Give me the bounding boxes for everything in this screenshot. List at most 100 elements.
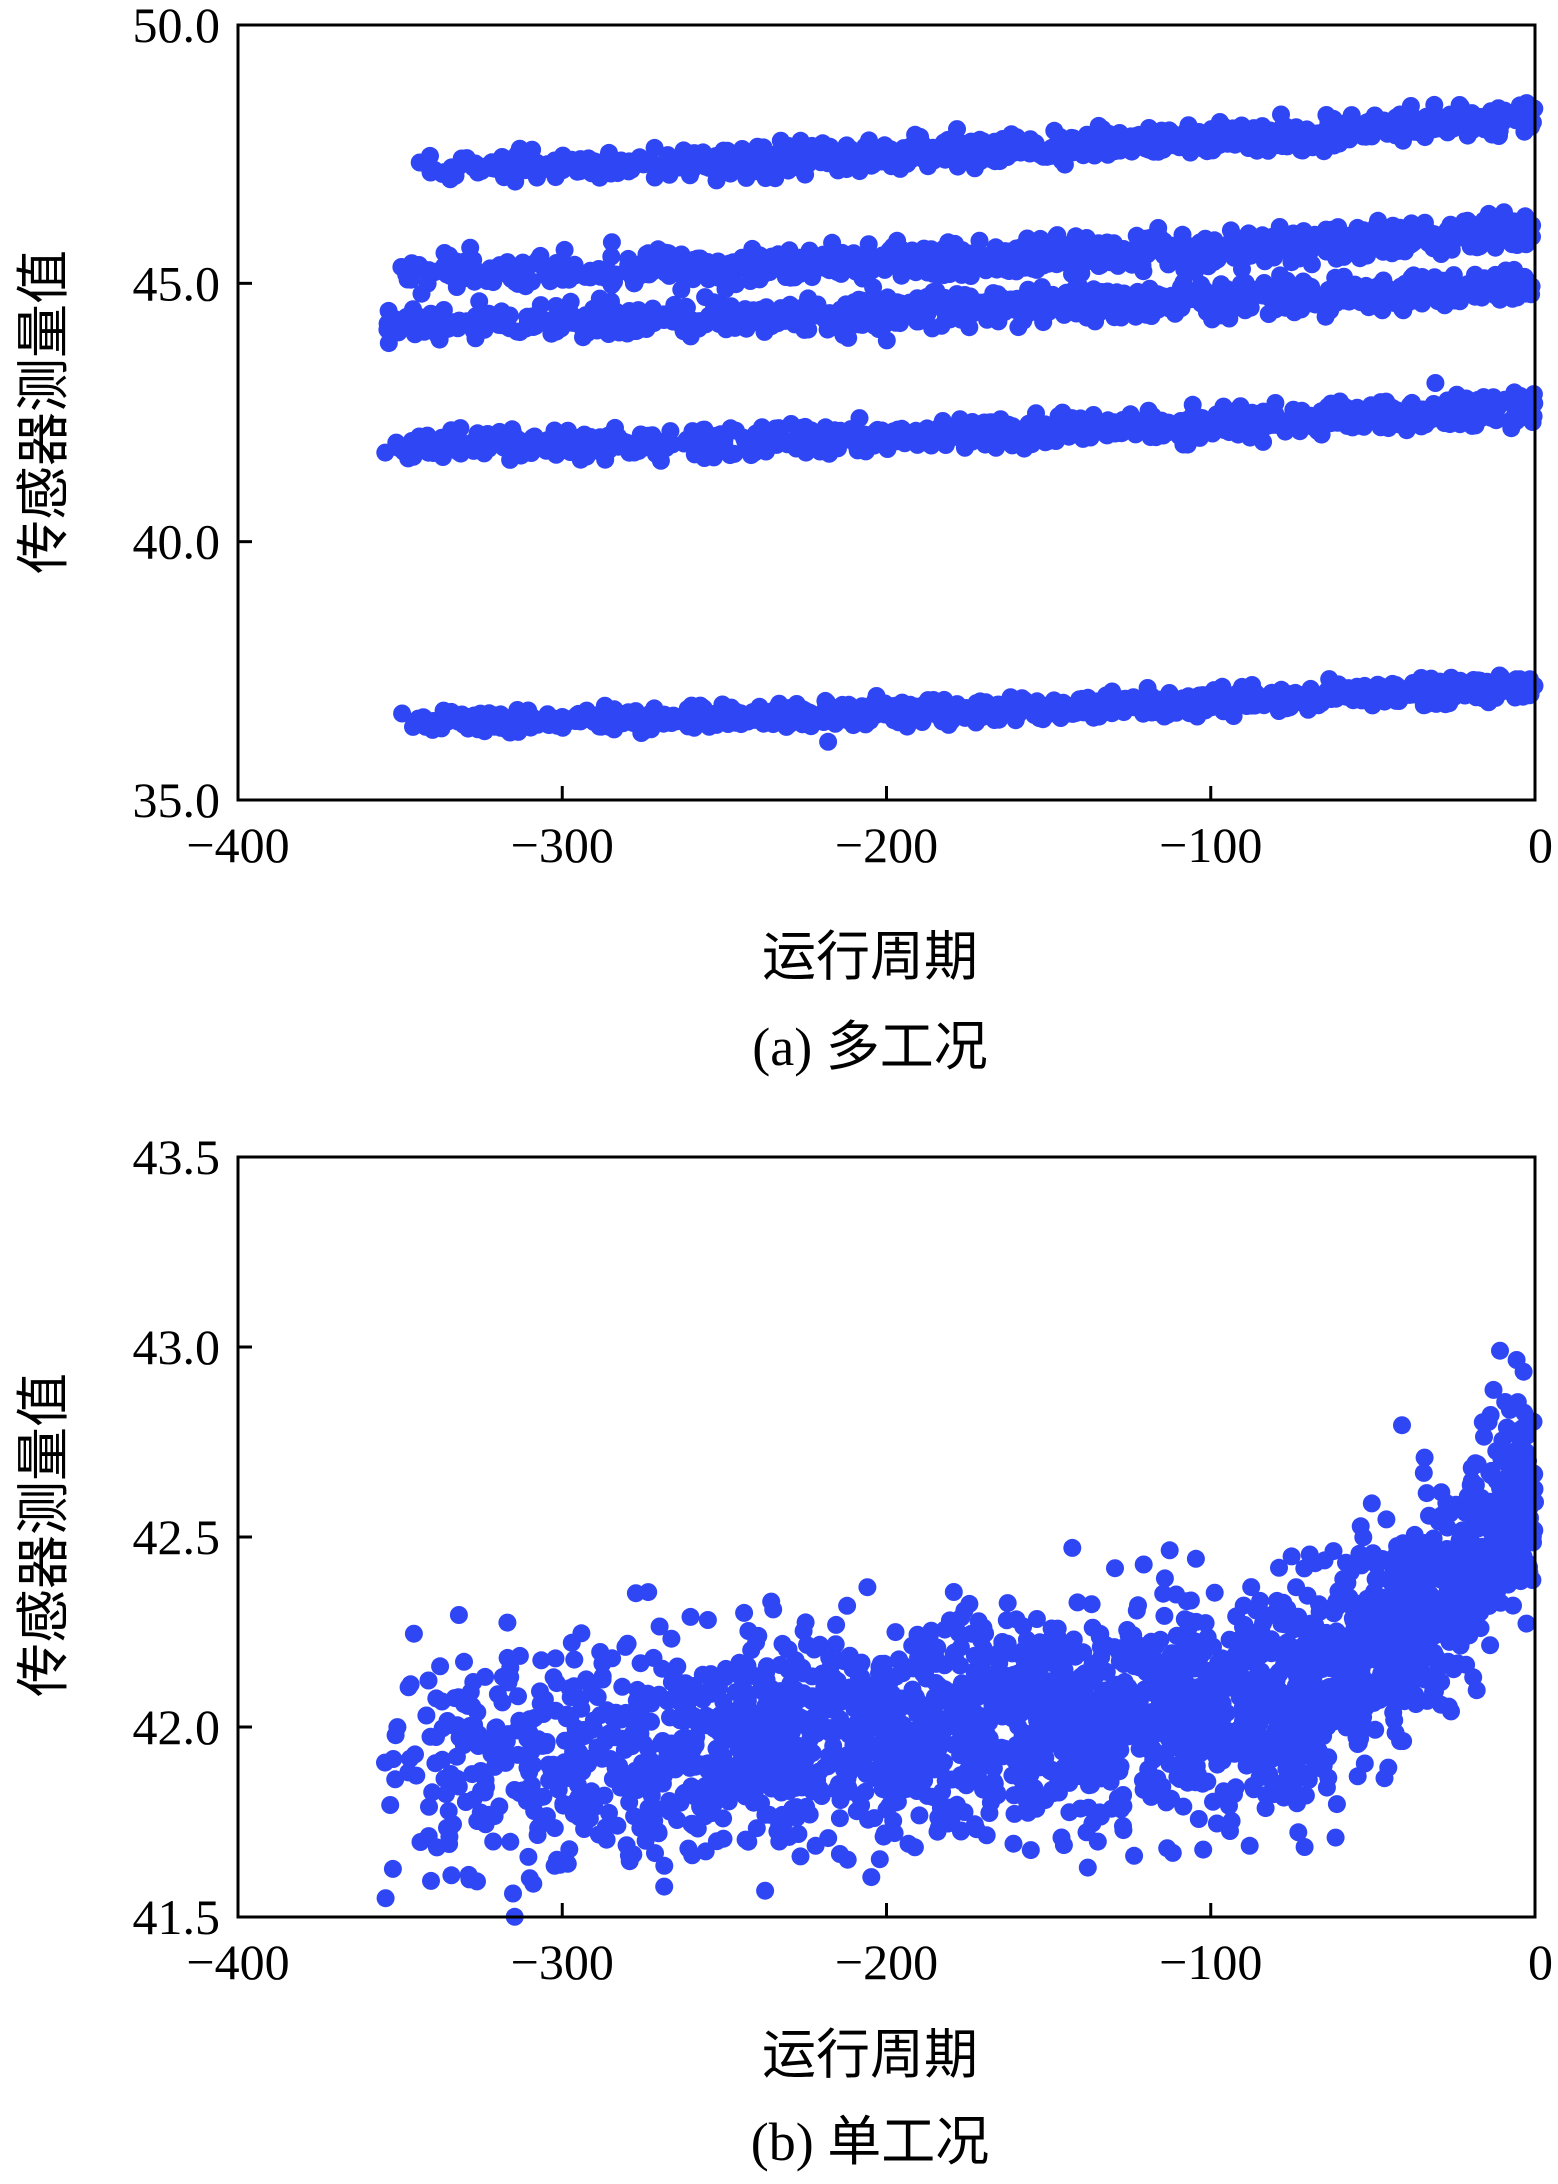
panel-a-data-point xyxy=(513,707,532,726)
panel-a-data-point xyxy=(848,441,867,460)
panel-a-data-point xyxy=(461,238,480,257)
panel-a-data-point xyxy=(1315,691,1333,709)
panel-a-y-tick-label: 35.0 xyxy=(133,772,221,828)
panel-a-data-point xyxy=(867,694,886,713)
panel-a-data-point xyxy=(521,255,540,274)
panel-a-data-point xyxy=(1381,686,1400,705)
panel-a-data-point xyxy=(1330,134,1349,153)
panel-a-data-point xyxy=(940,430,959,449)
panel-a-data-point xyxy=(709,310,728,329)
panel-a-data-point xyxy=(1517,102,1536,120)
panel-a-data-point xyxy=(1030,244,1049,262)
panel-a-data-point xyxy=(791,159,810,178)
panel-a-data-point xyxy=(860,298,878,316)
panel-a-x-tick-label: −100 xyxy=(1159,817,1262,873)
panel-a-data-point xyxy=(1262,288,1281,307)
panel-a-data-point xyxy=(1522,117,1540,136)
panel-a-data-point xyxy=(626,152,645,171)
panel-a-data-point xyxy=(1006,245,1025,264)
panel-a-data-point xyxy=(410,427,429,446)
panel-a-data-point xyxy=(1426,374,1445,392)
panel-a-data-point xyxy=(1433,271,1452,290)
panel-a-data-point xyxy=(699,713,718,732)
panel-a-data-point xyxy=(645,138,664,157)
panel-a-data-point xyxy=(1129,414,1148,433)
panel-a-data-point xyxy=(974,143,993,162)
panel-a-data-point xyxy=(1086,312,1105,331)
panel-a-data-point xyxy=(1170,240,1189,259)
panel-a-data-point xyxy=(1099,238,1117,257)
panel-a-data-point xyxy=(934,133,953,152)
panel-a-data-point xyxy=(947,294,966,313)
panel-a-data-point xyxy=(940,265,959,284)
panel-a-data-point xyxy=(1193,687,1212,706)
panel-a-data-point xyxy=(1042,286,1061,304)
panel-a-data-point xyxy=(516,277,535,296)
panel-a-data-point xyxy=(721,446,740,465)
panel-a-data-point xyxy=(1277,699,1296,718)
panel-a-data-point xyxy=(993,130,1012,148)
panel-a-data-point xyxy=(1198,142,1217,161)
panel-a-data-point xyxy=(1319,110,1338,129)
panel-a-data-point xyxy=(1298,230,1317,249)
panel-a-data-point xyxy=(624,274,643,293)
panel-a-data-point xyxy=(1129,133,1148,151)
panel-a-data-point xyxy=(1272,105,1290,124)
panel-a-data-point xyxy=(1153,124,1172,143)
panel-a-data-point xyxy=(1115,298,1134,317)
panel-a-data-point xyxy=(1186,409,1205,427)
panel-b-data-point xyxy=(417,1706,436,1725)
panel-a-data-point xyxy=(1237,697,1256,715)
panel-a-data-point xyxy=(1470,272,1488,291)
panel-a-data-point xyxy=(974,705,993,724)
panel-a-data-point xyxy=(891,314,909,333)
panel-a-data-point xyxy=(502,168,521,187)
panel-a-data-point xyxy=(733,140,752,158)
panel-b-data-point xyxy=(1155,1606,1174,1625)
panel-a-data-point xyxy=(757,442,775,461)
panel-a-data-point xyxy=(1075,296,1093,315)
panel-a-data-point xyxy=(644,314,663,333)
panel-a-data-point xyxy=(1057,701,1076,720)
panel-a-data-point xyxy=(575,153,594,172)
panel-a-data-point xyxy=(480,267,499,286)
panel-a-data-point xyxy=(764,157,783,176)
panel-a-data-point xyxy=(404,447,423,466)
panel-a-data-point xyxy=(524,318,543,336)
panel-a-data-point xyxy=(974,254,993,273)
panel-a-data-point xyxy=(1446,108,1465,127)
panel-a-data-point xyxy=(1241,123,1260,142)
panel-a-data-point xyxy=(597,259,616,278)
panel-a-data-point xyxy=(418,274,437,293)
panel-b: −400 −300 −200 −100 0 41.542.042.543.043.5 运… xyxy=(14,1129,1553,2172)
panel-a-data-point xyxy=(744,301,763,320)
panel-a-data-point xyxy=(1294,130,1313,149)
panel-a-data-point xyxy=(1464,108,1483,127)
panel-a-data-point xyxy=(523,140,542,159)
panel-a-data-point xyxy=(984,284,1003,303)
panel-a-data-point xyxy=(1481,408,1500,427)
panel-a-data-point xyxy=(446,166,465,185)
panel-a-data-point xyxy=(522,160,541,179)
panel-a-data-point xyxy=(1074,429,1092,448)
panel-a-data-point xyxy=(833,695,852,714)
panel-a-data-point xyxy=(906,125,925,144)
panel-b-data-point xyxy=(519,1847,538,1866)
panel-a-data-point xyxy=(930,707,949,726)
panel-a-data-point xyxy=(581,261,600,280)
panel-a-data-point xyxy=(951,416,970,435)
panel-a-data-point xyxy=(522,444,541,462)
panel-a-data-point xyxy=(864,278,883,297)
panel-a-data-point xyxy=(433,260,452,278)
panel-a-x-tick-label: −200 xyxy=(835,817,938,873)
panel-a-data-point xyxy=(1150,238,1169,257)
panel-a-data-point xyxy=(1445,291,1464,310)
panel-a-data-point xyxy=(503,423,522,442)
panel-a-data-point xyxy=(1406,271,1425,290)
panel-a-data-point xyxy=(627,322,646,340)
panel-a-data-point xyxy=(890,146,909,165)
panel-a-data-point xyxy=(474,706,493,725)
panel-b-data-point xyxy=(498,1613,517,1632)
panel-b-data-point xyxy=(420,1797,438,1816)
panel-a-data-point xyxy=(692,254,711,272)
